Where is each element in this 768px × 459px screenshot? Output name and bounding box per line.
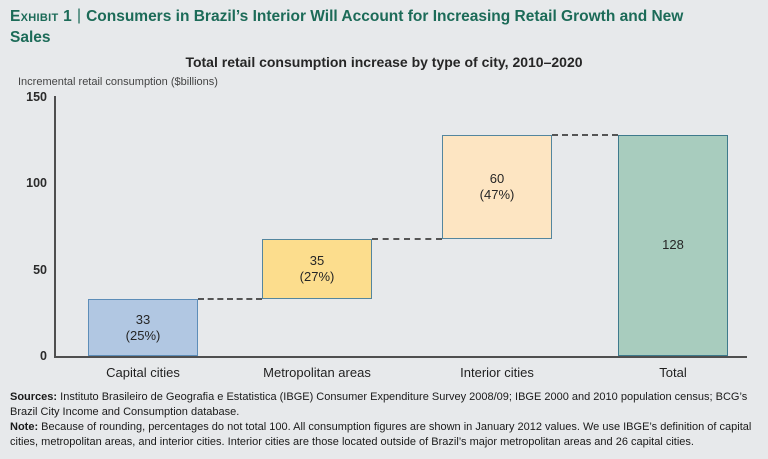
footnotes: Sources: Instituto Brasileiro de Geograf…	[10, 390, 760, 450]
bar-total: 128	[618, 134, 728, 356]
bar-value-label: 33 (25%)	[126, 312, 161, 344]
waterfall-connector	[372, 237, 442, 240]
x-axis-category-label: Total	[659, 365, 687, 380]
bar-value-label: 60 (47%)	[480, 171, 515, 203]
bar-value: 35	[309, 252, 325, 268]
note-label: Note:	[10, 421, 39, 433]
header-title: Consumers in Brazil’s Interior Will Acco…	[10, 8, 684, 46]
x-axis-category-label: Capital cities	[106, 365, 180, 380]
bar-capital-cities: 33 (25%)	[88, 299, 198, 356]
x-axis-line	[54, 356, 747, 358]
header-separator: |	[77, 7, 82, 24]
chart-title: Total retail consumption increase by typ…	[185, 54, 583, 70]
y-axis-tick-label: 0	[40, 349, 47, 363]
bar-percent: (27%)	[299, 268, 335, 284]
sources-note: Sources: Instituto Brasileiro de Geograf…	[10, 390, 760, 420]
x-axis-category-label: Metropolitan areas	[263, 365, 371, 380]
y-axis-tick-label: 50	[33, 262, 47, 277]
waterfall-connector	[552, 133, 618, 136]
bar-value-label: 128	[662, 237, 684, 253]
y-axis-tick-label: 150	[26, 90, 47, 104]
y-axis-tick-label: 100	[26, 176, 47, 191]
bar-interior-cities: 60 (47%)	[442, 134, 552, 239]
bar-value: 33	[135, 311, 151, 327]
bar-percent: (47%)	[479, 186, 515, 202]
bar-percent: (25%)	[125, 327, 161, 343]
bar-value-label: 35 (27%)	[300, 253, 335, 285]
bar-value: 60	[489, 170, 505, 186]
waterfall-chart: Total retail consumption increase by typ…	[18, 54, 747, 380]
waterfall-connector	[198, 298, 262, 301]
exhibit-header: Exhibit 1 | Consumers in Brazil’s Interior…	[10, 6, 724, 48]
y-axis-line	[54, 96, 56, 358]
x-axis-category-label: Interior cities	[460, 365, 534, 380]
definition-note: Note: Because of rounding, percentages d…	[10, 420, 760, 450]
sources-label: Sources:	[10, 391, 58, 403]
y-axis-label: Incremental retail consumption ($billion…	[18, 76, 218, 88]
exhibit-label: Exhibit 1	[10, 8, 73, 25]
sources-text: Instituto Brasileiro de Geografia e Esta…	[10, 391, 748, 418]
bar-metropolitan-areas: 35 (27%)	[262, 238, 372, 299]
note-text: Because of rounding, percentages do not …	[10, 421, 752, 448]
bar-value: 128	[662, 237, 684, 253]
